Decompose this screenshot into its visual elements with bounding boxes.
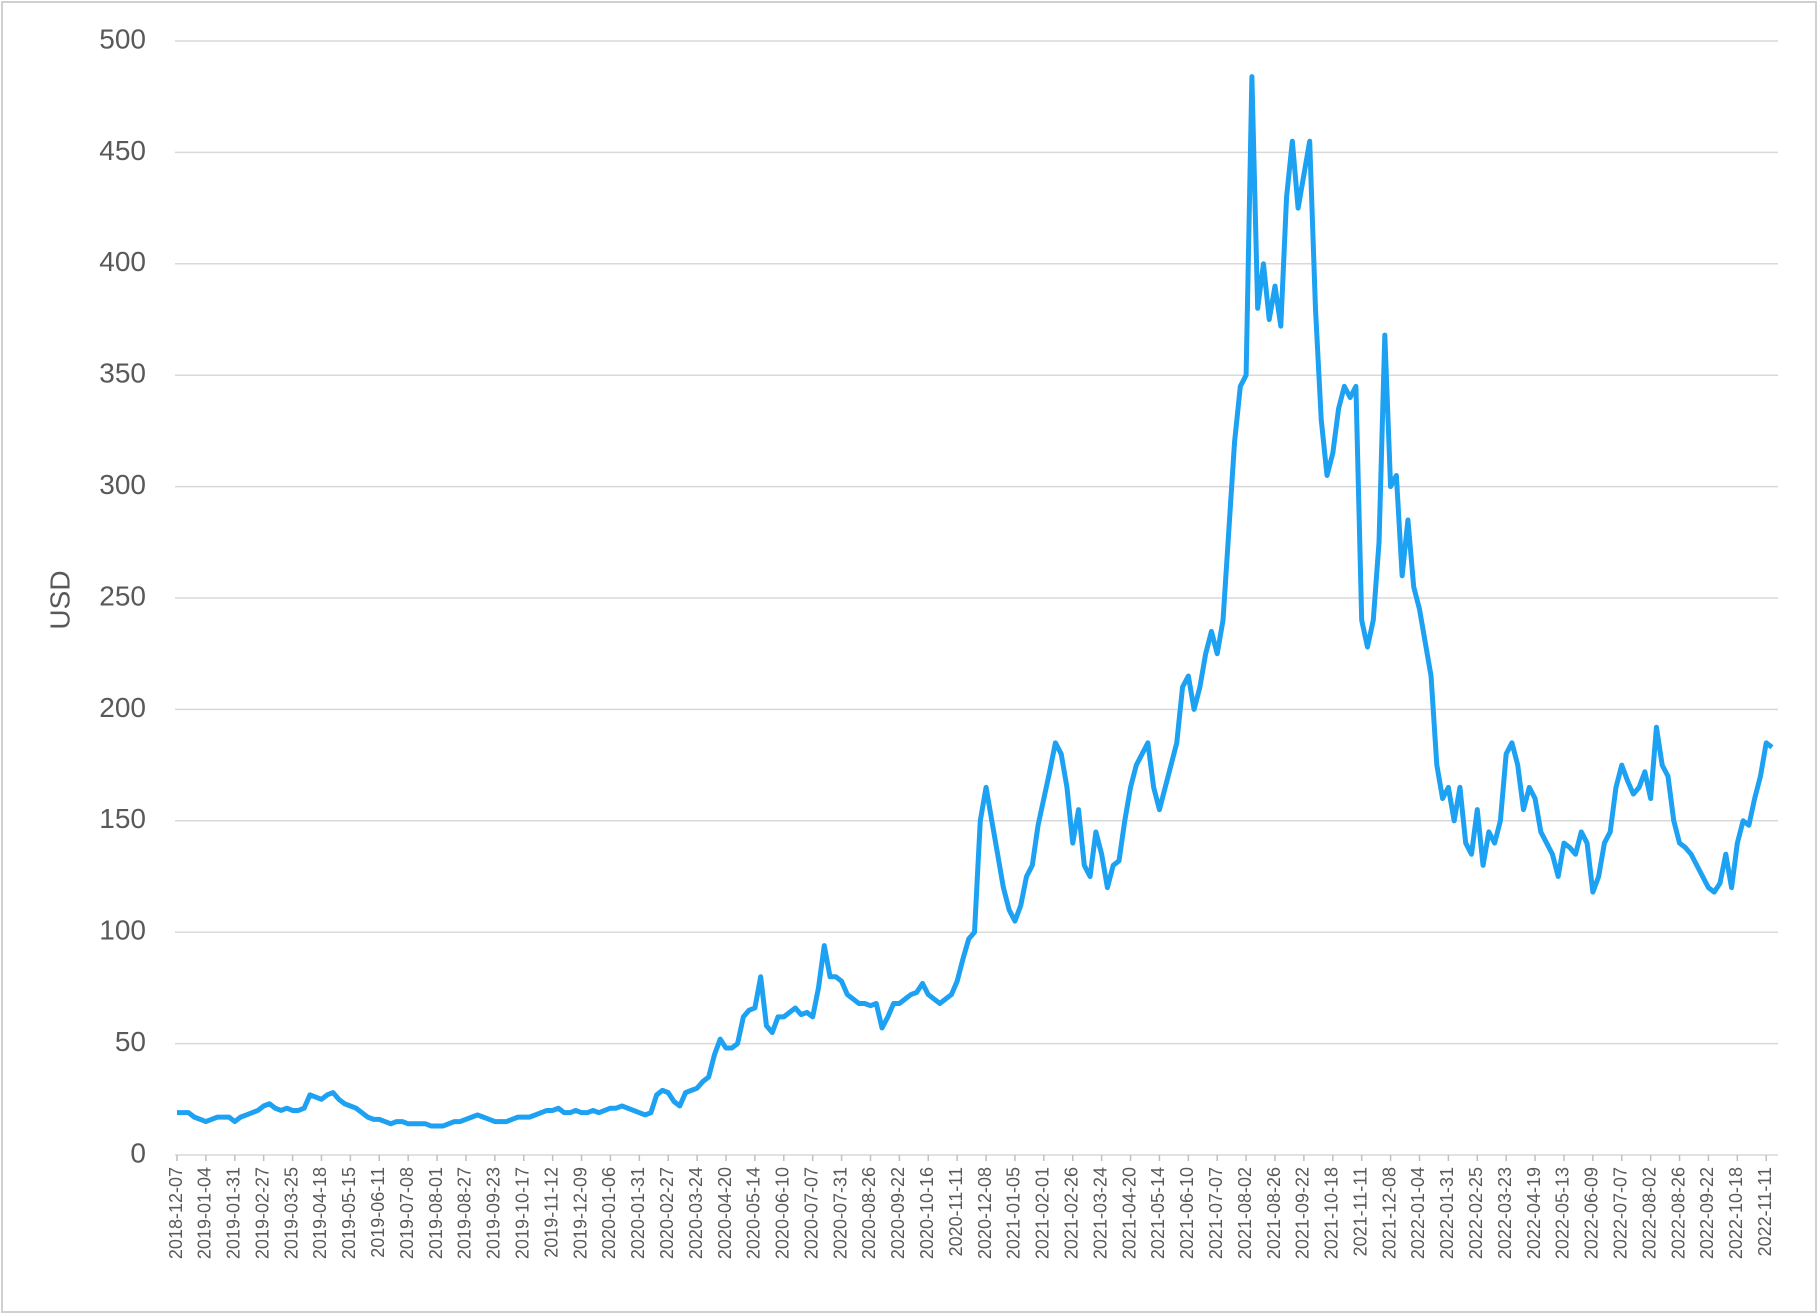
x-tick-label: 2018-12-07 xyxy=(166,1167,186,1259)
x-tick-label: 2020-07-07 xyxy=(801,1167,821,1259)
x-tick-label: 2019-09-23 xyxy=(484,1167,504,1259)
x-tick-label: 2021-02-01 xyxy=(1033,1167,1053,1259)
y-axis-label: USD xyxy=(44,570,75,629)
x-tick-label: 2022-01-04 xyxy=(1408,1167,1428,1259)
x-tick-label: 2022-09-22 xyxy=(1697,1167,1717,1259)
x-tick-label: 2020-07-31 xyxy=(830,1167,850,1259)
y-tick-label: 50 xyxy=(115,1026,146,1057)
x-tick-label: 2020-09-22 xyxy=(888,1167,908,1259)
x-tick-label: 2021-05-14 xyxy=(1148,1167,1168,1259)
x-tick-label: 2020-10-16 xyxy=(917,1167,937,1259)
x-tick-label: 2019-01-31 xyxy=(224,1167,244,1259)
price-line xyxy=(177,74,1774,1129)
x-tick-label: 2022-08-26 xyxy=(1668,1167,1688,1259)
y-tick-label: 100 xyxy=(99,915,146,946)
y-tick-label: 500 xyxy=(99,23,146,54)
x-tick-label: 2021-04-20 xyxy=(1119,1167,1139,1259)
y-tick-label: 150 xyxy=(99,803,146,834)
x-tick-label: 2022-10-18 xyxy=(1726,1167,1746,1259)
x-tick-label: 2022-05-13 xyxy=(1553,1167,1573,1259)
x-tick-label: 2019-07-08 xyxy=(397,1167,417,1259)
x-tick-label: 2022-04-19 xyxy=(1524,1167,1544,1259)
x-tick-label: 2022-01-31 xyxy=(1437,1167,1457,1259)
x-tick-label: 2021-10-18 xyxy=(1322,1167,1342,1259)
x-tick-label: 2019-05-15 xyxy=(339,1167,359,1259)
x-tick-label: 2019-11-12 xyxy=(541,1167,561,1258)
y-tick-label: 350 xyxy=(99,358,146,389)
x-tick-label: 2020-11-11 xyxy=(946,1167,966,1256)
x-tick-label: 2021-03-24 xyxy=(1090,1167,1110,1259)
x-tick-label: 2022-02-25 xyxy=(1466,1167,1486,1259)
x-tick-label: 2019-12-09 xyxy=(570,1167,590,1259)
x-tick-label: 2020-02-27 xyxy=(657,1167,677,1259)
y-tick-label: 0 xyxy=(130,1137,146,1168)
y-tick-label: 450 xyxy=(99,135,146,166)
x-tick-label: 2020-12-08 xyxy=(975,1167,995,1259)
x-tick-label: 2022-07-07 xyxy=(1610,1167,1630,1259)
x-tick-label: 2019-02-27 xyxy=(252,1167,272,1259)
x-tick-label: 2020-05-14 xyxy=(744,1167,764,1259)
x-tick-label: 2020-06-10 xyxy=(773,1167,793,1259)
x-tick-label: 2021-02-26 xyxy=(1061,1167,1081,1259)
x-tick-label: 2021-12-08 xyxy=(1379,1167,1399,1259)
x-tick-label: 2022-11-11 xyxy=(1755,1167,1775,1256)
x-tick-label: 2019-01-04 xyxy=(195,1167,215,1259)
x-tick-label: 2021-07-07 xyxy=(1206,1167,1226,1259)
x-tick-label: 2021-06-10 xyxy=(1177,1167,1197,1259)
y-tick-label: 250 xyxy=(99,580,146,611)
y-tick-label: 300 xyxy=(99,469,146,500)
x-tick-label: 2021-08-02 xyxy=(1235,1167,1255,1259)
y-tick-label: 400 xyxy=(99,246,146,277)
x-tick-label: 2022-03-23 xyxy=(1495,1167,1515,1259)
x-tick-label: 2019-03-25 xyxy=(281,1167,301,1259)
x-tick-label: 2022-08-02 xyxy=(1639,1167,1659,1259)
x-tick-label: 2020-03-24 xyxy=(686,1167,706,1259)
x-tick-label: 2019-10-17 xyxy=(512,1167,532,1259)
x-tick-label: 2019-06-11 xyxy=(368,1167,388,1258)
x-tick-label: 2019-08-27 xyxy=(455,1167,475,1259)
x-tick-label: 2020-01-06 xyxy=(599,1167,619,1259)
x-tick-label: 2019-04-18 xyxy=(310,1167,330,1259)
x-tick-label: 2019-08-01 xyxy=(426,1167,446,1259)
x-tick-label: 2022-06-09 xyxy=(1582,1167,1602,1259)
x-tick-label: 2020-01-31 xyxy=(628,1167,648,1259)
y-tick-label: 200 xyxy=(99,692,146,723)
x-tick-label: 2020-04-20 xyxy=(715,1167,735,1259)
x-tick-label: 2021-09-22 xyxy=(1293,1167,1313,1259)
x-tick-label: 2021-11-11 xyxy=(1350,1167,1370,1256)
x-tick-label: 2020-08-26 xyxy=(859,1167,879,1259)
x-tick-label: 2021-08-26 xyxy=(1264,1167,1284,1259)
x-tick-label: 2021-01-05 xyxy=(1004,1167,1024,1259)
